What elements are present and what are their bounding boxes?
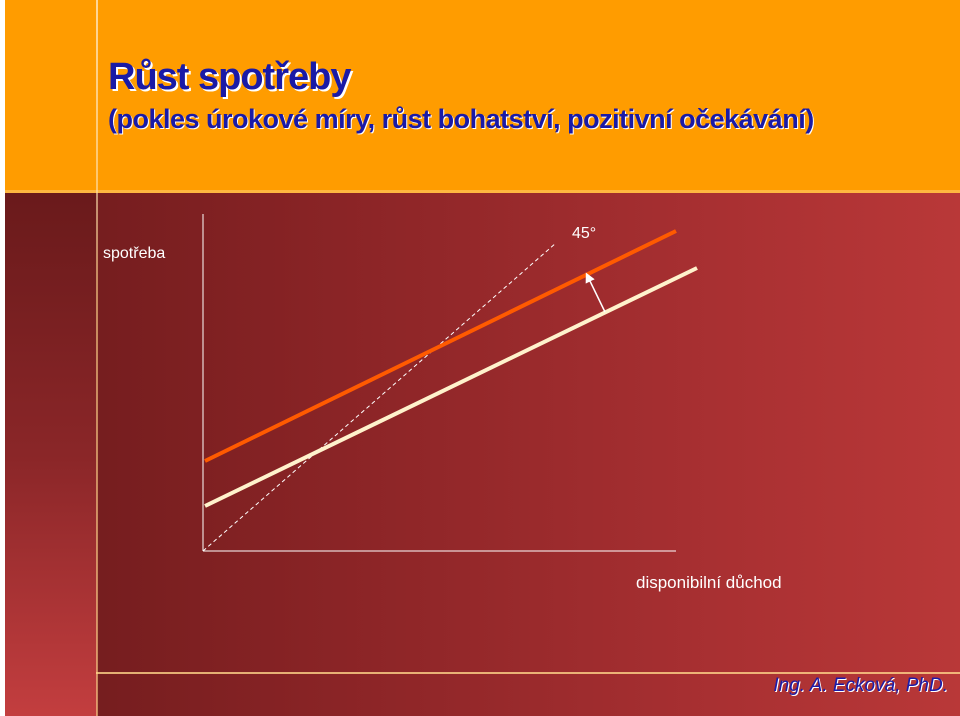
author-credit: Ing. A. Ecková, PhD. [773,675,948,696]
footer-divider [96,672,960,674]
left-edge-panel [5,193,97,716]
shifted-consumption-line [204,229,677,463]
vertical-guide-line [96,0,98,716]
slide-title: Růst spotřeby [108,56,351,98]
y-axis-label: spotřeba [103,245,165,262]
slide-subtitle: (pokles úrokové míry, růst bohatství, po… [108,104,814,134]
header-band [5,0,960,190]
reference-45-degree-line [202,242,557,552]
angle-label: 45° [572,225,596,242]
header-divider [5,190,960,193]
x-axis-label: disponibilní důchod [636,573,782,592]
content-background [5,193,960,716]
original-consumption-line [204,266,698,508]
shift-arrow [585,272,606,313]
